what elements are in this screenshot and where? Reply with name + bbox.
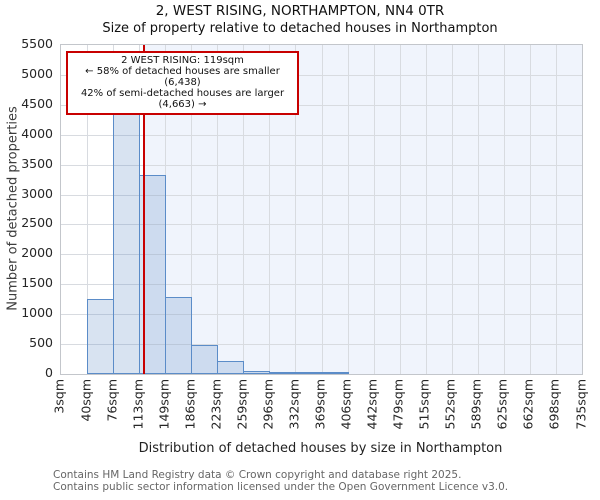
annotation-line-3: 42% of semi-detached houses are larger (… — [80, 88, 285, 110]
gridline-vertical — [269, 45, 271, 374]
y-tick-label: 3500 — [21, 155, 53, 171]
histogram-bar — [113, 110, 141, 374]
x-axis-label: Distribution of detached houses by size … — [138, 441, 503, 456]
histogram-bar — [269, 372, 297, 374]
histogram-bar — [165, 297, 193, 374]
histogram-bar — [295, 372, 323, 374]
gridline-vertical — [373, 45, 375, 374]
y-tick-label: 4000 — [21, 125, 53, 141]
y-tick-label: 2000 — [21, 245, 53, 261]
x-tick-label: 296sqm — [260, 379, 276, 430]
x-tick-label: 589sqm — [468, 379, 484, 430]
footer-line-2: Contains public sector information licen… — [53, 480, 509, 493]
y-tick-label: 3000 — [21, 185, 53, 201]
gridline-vertical — [347, 45, 349, 374]
gridline-vertical — [191, 45, 193, 374]
gridline-vertical — [321, 45, 323, 374]
y-tick-label: 5000 — [21, 65, 53, 81]
histogram-bar — [243, 371, 271, 374]
x-tick-label: 76sqm — [104, 379, 120, 422]
histogram-bar — [191, 345, 219, 374]
gridline-vertical — [555, 45, 557, 374]
x-tick-label: 186sqm — [182, 379, 198, 430]
x-tick-label: 698sqm — [546, 379, 562, 430]
x-tick-label: 552sqm — [442, 379, 458, 430]
gridline-vertical — [243, 45, 245, 374]
histogram-bar — [217, 361, 245, 374]
y-tick-label: 1000 — [21, 305, 53, 321]
annotation-line-2: ← 58% of detached houses are smaller (6,… — [85, 66, 280, 88]
gridline-vertical — [87, 45, 89, 374]
gridline-vertical — [425, 45, 427, 374]
gridline-vertical — [217, 45, 219, 374]
gridline-vertical — [529, 45, 531, 374]
y-tick-label: 4500 — [21, 95, 53, 111]
histogram-bar — [87, 299, 115, 374]
x-tick-label: 406sqm — [338, 379, 354, 430]
x-tick-label: 735sqm — [573, 379, 588, 430]
x-tick-label: 113sqm — [130, 379, 146, 430]
property-size-marker-line — [142, 45, 145, 374]
histogram-bar — [321, 372, 349, 374]
y-tick-label: 2500 — [21, 215, 53, 231]
footer: Contains HM Land Registry data © Crown c… — [53, 469, 509, 493]
x-tick-label: 479sqm — [390, 379, 406, 430]
x-tick-label: 259sqm — [234, 379, 250, 430]
x-tick-label: 223sqm — [208, 379, 224, 430]
page-subtitle: Size of property relative to detached ho… — [102, 21, 498, 36]
x-tick-label: 149sqm — [156, 379, 172, 430]
x-tick-label: 625sqm — [494, 379, 510, 430]
annotation-box: 2 WEST RISING: 119sqm ← 58% of detached … — [66, 51, 299, 115]
y-tick-label: 0 — [45, 365, 53, 380]
y-tick-label: 1500 — [21, 275, 53, 291]
x-tick-label: 662sqm — [520, 379, 536, 430]
gridline-vertical — [399, 45, 401, 374]
y-tick-label: 500 — [29, 335, 53, 351]
page-title: 2, WEST RISING, NORTHAMPTON, NN4 0TR — [155, 3, 445, 19]
gridline-vertical — [451, 45, 453, 374]
x-tick-label: 40sqm — [78, 379, 94, 422]
gridline-vertical — [295, 45, 297, 374]
x-tick-label: 332sqm — [286, 379, 302, 430]
annotation-line-1: 2 WEST RISING: 119sqm — [121, 55, 244, 66]
y-axis-label-wrap: Number of detached properties — [0, 44, 26, 373]
footer-line-1: Contains HM Land Registry data © Crown c… — [53, 469, 462, 481]
x-tick-label: 3sqm — [52, 379, 67, 414]
gridline-vertical — [503, 45, 505, 374]
x-tick-label: 442sqm — [364, 379, 380, 430]
y-tick-label: 5500 — [21, 36, 53, 51]
x-tick-label: 369sqm — [312, 379, 328, 430]
x-tick-label: 515sqm — [416, 379, 432, 430]
gridline-vertical — [477, 45, 479, 374]
